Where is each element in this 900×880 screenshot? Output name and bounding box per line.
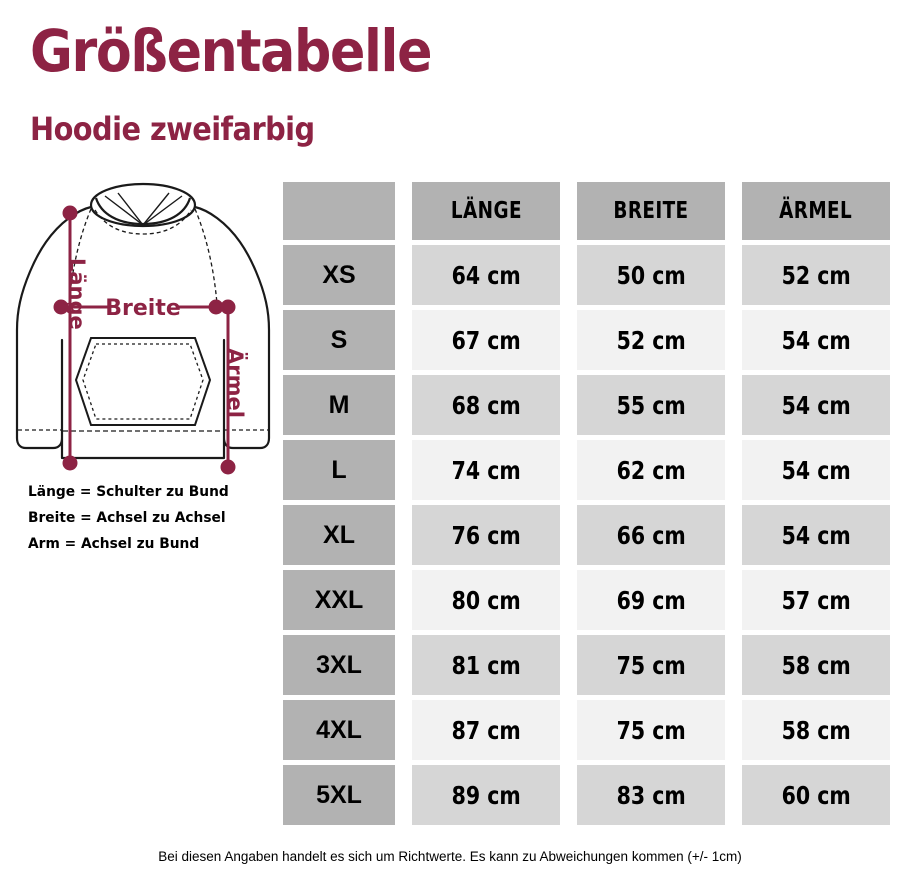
row-size-cell: 3XL (283, 635, 395, 695)
hoodie-outline-icon (15, 205, 271, 460)
row-size-cell: XXL (283, 570, 395, 630)
row-laenge-cell: 80 cm (412, 570, 560, 630)
measure-label-laenge: Länge (65, 258, 89, 330)
row-aermel-cell: 54 cm (742, 440, 890, 500)
row-breite-cell: 50 cm (577, 245, 725, 305)
row-aermel-cell: 52 cm (742, 245, 890, 305)
row-aermel-cell: 54 cm (742, 505, 890, 565)
row-size-cell: M (283, 375, 395, 435)
table-row: L 74 cm 62 cm 54 cm (283, 440, 890, 500)
table-row: 4XL 87 cm 75 cm 58 cm (283, 700, 890, 760)
disclaimer-note: Bei diesen Angaben handelt es sich um Ri… (158, 849, 742, 864)
row-breite-cell: 69 cm (577, 570, 725, 630)
row-size-cell: XL (283, 505, 395, 565)
measure-laenge-line (62, 205, 78, 471)
header-cell-aermel: ÄRMEL (742, 182, 890, 240)
table-row: S 67 cm 52 cm 54 cm (283, 310, 890, 370)
hoodie-measurement-diagram: Länge Breite Ärmel (8, 180, 280, 480)
row-laenge-cell: 74 cm (412, 440, 560, 500)
row-size-cell: 4XL (283, 700, 395, 760)
kangaroo-pocket-icon (74, 337, 212, 426)
row-aermel-cell: 54 cm (742, 375, 890, 435)
row-size-cell: L (283, 440, 395, 500)
row-breite-cell: 75 cm (577, 700, 725, 760)
measurement-legend: Länge = Schulter zu Bund Breite = Achsel… (28, 484, 278, 562)
header-cell-laenge: LÄNGE (412, 182, 560, 240)
header-cell-breite: BREITE (577, 182, 725, 240)
row-size-cell: XS (283, 245, 395, 305)
table-header-row: LÄNGE BREITE ÄRMEL (283, 182, 890, 240)
row-laenge-cell: 64 cm (412, 245, 560, 305)
row-laenge-cell: 76 cm (412, 505, 560, 565)
row-size-cell: S (283, 310, 395, 370)
neckline-dashed (94, 209, 192, 235)
hood-icon (89, 182, 197, 228)
row-laenge-cell: 89 cm (412, 765, 560, 825)
row-size-cell: 5XL (283, 765, 395, 825)
header-cell-size (283, 182, 395, 240)
legend-item-arm: Arm = Achsel zu Bund (28, 536, 200, 552)
legend-item-breite: Breite = Achsel zu Achsel (28, 510, 226, 526)
row-laenge-cell: 87 cm (412, 700, 560, 760)
table-row: M 68 cm 55 cm 54 cm (283, 375, 890, 435)
row-breite-cell: 66 cm (577, 505, 725, 565)
table-row: XS 64 cm 50 cm 52 cm (283, 245, 890, 305)
legend-item-laenge: Länge = Schulter zu Bund (28, 484, 229, 500)
row-breite-cell: 83 cm (577, 765, 725, 825)
row-laenge-cell: 81 cm (412, 635, 560, 695)
row-laenge-cell: 68 cm (412, 375, 560, 435)
measure-breite-line (61, 299, 224, 315)
measure-label-breite: Breite (105, 296, 181, 321)
measure-label-aermel: Ärmel (223, 348, 248, 418)
row-aermel-cell: 54 cm (742, 310, 890, 370)
table-row: 3XL 81 cm 75 cm 58 cm (283, 635, 890, 695)
row-aermel-cell: 58 cm (742, 700, 890, 760)
hood-lining-lines (104, 192, 183, 227)
row-breite-cell: 52 cm (577, 310, 725, 370)
row-breite-cell: 62 cm (577, 440, 725, 500)
measure-aermel-line (220, 299, 236, 475)
row-laenge-cell: 67 cm (412, 310, 560, 370)
row-aermel-cell: 60 cm (742, 765, 890, 825)
page-title: Größentabelle (30, 17, 432, 85)
table-row: 5XL 89 cm 83 cm 60 cm (283, 765, 890, 825)
row-breite-cell: 55 cm (577, 375, 725, 435)
pocket-stitch-dashed (82, 343, 204, 420)
row-aermel-cell: 57 cm (742, 570, 890, 630)
row-breite-cell: 75 cm (577, 635, 725, 695)
table-row: XL 76 cm 66 cm 54 cm (283, 505, 890, 565)
table-row: XXL 80 cm 69 cm 57 cm (283, 570, 890, 630)
page-subtitle: Hoodie zweifarbig (30, 110, 315, 148)
size-table: LÄNGE BREITE ÄRMEL XS 64 cm 50 cm 52 cm … (283, 182, 890, 830)
row-aermel-cell: 58 cm (742, 635, 890, 695)
